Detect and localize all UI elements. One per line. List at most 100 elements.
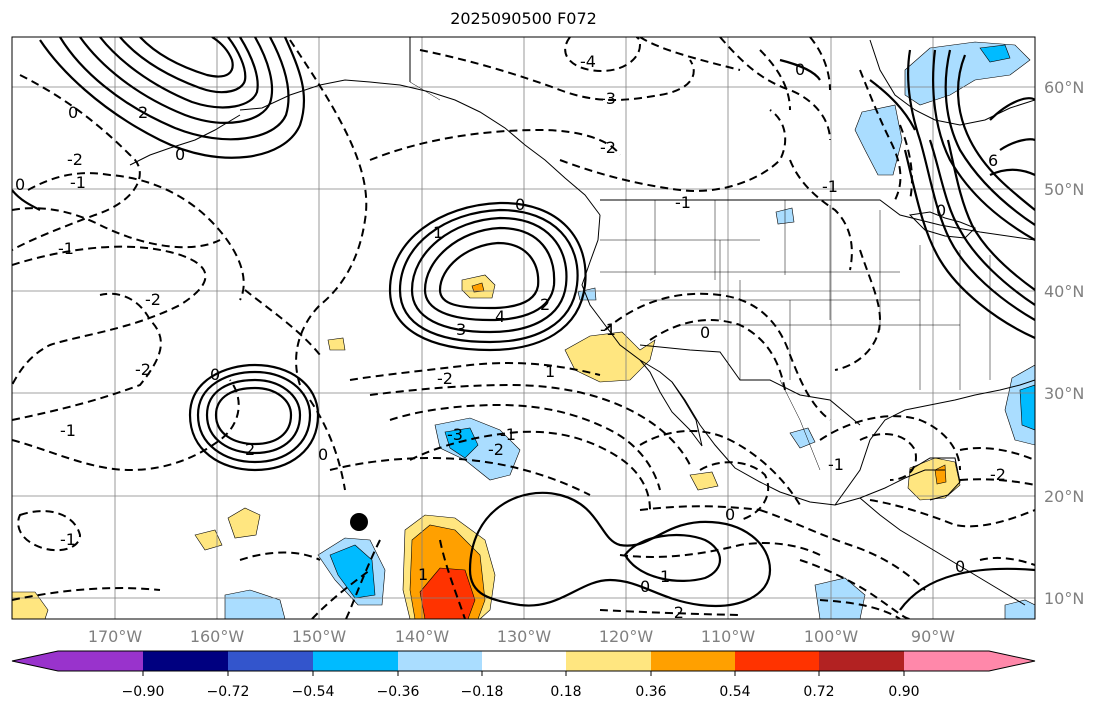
lat-label: 50°N [1044,180,1084,199]
contour-label: 0 [68,103,78,122]
colorbar-segment [904,651,989,671]
contour-label: 0 [936,201,946,220]
contour-label: -2 [600,138,616,157]
contour-label: 1 [433,223,443,242]
wave-south [468,491,772,608]
great-lakes [908,211,976,239]
colorbar-tick-label: 0.72 [803,684,834,700]
shade-eastcoast-core [1019,384,1035,431]
shade-se-blue2 [1004,599,1035,619]
contour-label: -1 [500,425,516,444]
storm-marker-icon [350,513,368,531]
contour-labels: -4 -3 -2 -1 0 1 2 3 4 6 -3 -2 0 1 -2 0 -… [15,52,1006,622]
colorbar-segment [313,651,398,671]
lon-label: 150°W [292,627,347,646]
colorbar-segment [819,651,904,671]
shade-south-core [329,544,376,599]
contour-label: -1 [60,421,76,440]
lon-label: 110°W [701,627,756,646]
colorbar-segment [482,651,566,671]
contour-label: 0 [725,505,735,524]
high-hawaii [188,363,320,472]
contour-label: -4 [580,52,596,71]
longitude-labels: 170°W 160°W 150°W 140°W 130°W 120°W 110°… [88,627,955,646]
contour-label: -1 [600,320,616,339]
shade-pac-yellow [327,337,346,351]
colorbar-tick-label: −0.18 [461,684,504,700]
colorbar-tick-label: −0.72 [207,684,250,700]
shade-gulf-blue [789,427,816,449]
contour-label: -2 [668,603,684,622]
latitude-labels: 60°N 50°N 40°N 30°N 20°N 10°N [1044,78,1084,608]
shade-se-blue [814,577,866,619]
contour-label: 0 [210,365,220,384]
colorbar-segment [566,651,651,671]
lon-label: 160°W [190,627,245,646]
shade-mx-yellow [689,471,719,491]
contour-label: -3 [447,425,463,444]
contour-label: 0 [700,323,710,342]
contour-label: 1 [545,362,555,381]
us-mexico-border [639,344,861,426]
lon-label: 120°W [599,627,654,646]
contours-negative [12,37,1035,619]
colorbar-tick-label: −0.54 [292,684,335,700]
shade-hawaii-yellow [227,507,261,539]
colorbar-min-extension [12,651,58,671]
colorbar-segment [228,651,313,671]
contour-label: 3 [456,320,466,339]
us-west-coast [581,214,945,506]
shade-sw-blue [224,589,286,619]
shade-baja-yellow [564,331,656,383]
lat-label: 60°N [1044,78,1084,97]
contour-label: 0 [15,175,25,194]
colorbar-segment [58,651,143,671]
graticule [12,37,1035,619]
contour-label: 0 [640,577,650,596]
shade-canada-blue [854,104,903,176]
lon-label: 90°W [911,627,955,646]
shade-gulf-yellow [907,457,961,501]
map-title: 2025090500 F072 [450,9,597,28]
colorbar-segment [398,651,482,671]
map-panel: -4 -3 -2 -1 0 1 2 3 4 6 -3 -2 0 1 -2 0 -… [12,37,1035,622]
lat-label: 40°N [1044,282,1084,301]
contour-label: 1 [418,565,428,584]
colorbar-tick-label: 0.18 [550,684,581,700]
lon-label: 170°W [88,627,143,646]
lat-label: 30°N [1044,384,1084,403]
colorbar-tick-label: 0.36 [635,684,666,700]
contour-label: 0 [318,445,328,464]
contour-label: -2 [488,440,504,459]
colorbar-max-extension [989,651,1035,671]
contour-label: -2 [990,465,1006,484]
hudson-bay [869,39,1035,126]
contour-label: 1 [660,567,670,586]
contour-label: 0 [955,557,965,576]
canada-border [600,199,1035,241]
lon-label: 100°W [804,627,859,646]
high-north [39,37,306,159]
colorbar-tick-label: −0.90 [122,684,165,700]
contour-label: 2 [138,103,148,122]
contour-label: 0 [515,195,525,214]
colorbar-outline [11,650,1036,672]
contour-label: 0 [795,60,805,79]
shade-sw-yellow [12,591,49,619]
contour-label: 2 [245,440,255,459]
shade-hawaii-yellow2 [194,529,223,551]
contour-label: -1 [675,193,691,212]
contour-label: 4 [495,307,505,326]
high-central [388,201,587,352]
alaska-coast [239,79,601,216]
colorbar-segment [651,651,735,671]
contour-label: -2 [437,369,453,388]
contours-positive [12,37,1035,611]
coastlines [129,37,1035,606]
contour-label: -2 [145,290,161,309]
contour-label: 6 [988,151,998,170]
lat-label: 20°N [1044,487,1084,506]
contour-label: 2 [540,295,550,314]
contour-label: -1 [70,173,86,192]
